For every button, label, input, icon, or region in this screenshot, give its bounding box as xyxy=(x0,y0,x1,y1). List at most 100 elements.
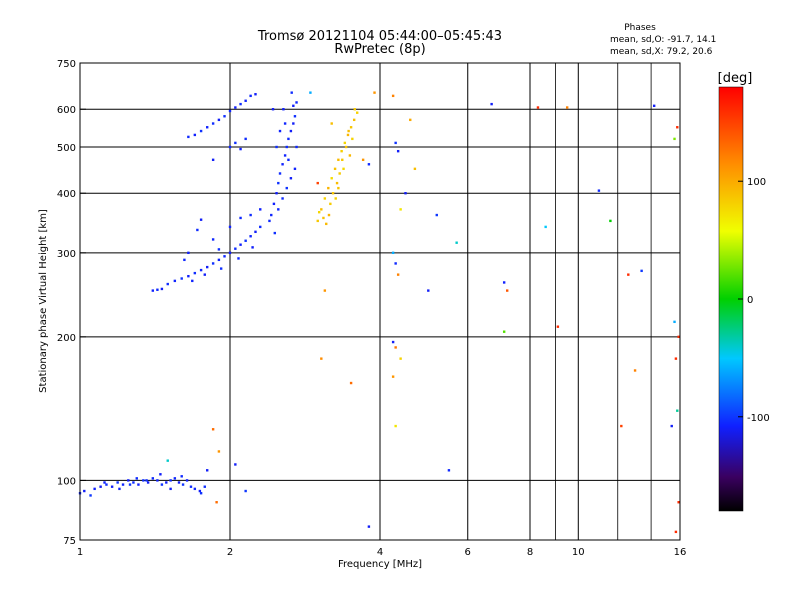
data-point xyxy=(219,267,223,270)
data-point xyxy=(99,485,102,488)
data-point xyxy=(110,485,114,488)
data-point xyxy=(205,469,209,472)
data-point xyxy=(353,108,356,111)
data-point xyxy=(351,137,354,141)
data-point xyxy=(670,424,673,428)
data-point xyxy=(285,145,288,149)
data-point xyxy=(239,216,242,220)
data-point xyxy=(343,141,347,145)
data-point xyxy=(211,122,215,125)
data-point xyxy=(556,325,560,328)
data-point xyxy=(187,135,190,139)
data-point xyxy=(316,181,319,185)
data-point xyxy=(536,106,540,109)
data-point xyxy=(673,320,676,324)
data-point xyxy=(394,141,397,145)
data-point xyxy=(203,273,206,276)
stats-o-line: mean, sd,O: -91.7, 14.1 xyxy=(610,35,716,45)
data-point xyxy=(244,99,247,102)
data-point xyxy=(409,118,412,122)
data-point xyxy=(327,213,331,217)
data-point xyxy=(341,158,344,162)
data-point xyxy=(278,129,282,133)
data-point xyxy=(404,192,407,195)
data-point xyxy=(244,239,247,242)
data-point xyxy=(327,186,330,190)
data-point xyxy=(160,287,164,291)
data-point xyxy=(278,172,282,175)
data-point xyxy=(348,154,352,157)
point-layer xyxy=(78,91,680,534)
data-point xyxy=(293,167,297,171)
data-point xyxy=(277,181,280,185)
data-point xyxy=(295,145,298,149)
y-tick-label: 300 xyxy=(57,249,76,260)
data-point xyxy=(249,235,252,238)
data-point xyxy=(292,122,295,125)
data-point xyxy=(565,106,569,109)
data-point xyxy=(228,109,232,113)
data-point xyxy=(597,189,601,192)
data-point xyxy=(455,241,458,244)
data-point xyxy=(676,126,679,129)
data-point xyxy=(103,481,106,484)
data-point xyxy=(620,424,623,428)
data-point xyxy=(228,225,232,229)
data-point xyxy=(334,197,337,200)
data-point xyxy=(325,222,328,226)
data-point xyxy=(183,258,186,262)
data-point xyxy=(254,93,257,96)
data-point xyxy=(199,492,203,495)
data-point xyxy=(287,137,290,141)
data-point xyxy=(89,494,92,497)
data-point xyxy=(181,483,185,486)
data-point xyxy=(290,91,293,94)
data-point xyxy=(105,483,108,486)
data-point xyxy=(347,129,350,133)
data-point xyxy=(180,277,183,280)
data-point xyxy=(316,219,319,223)
x-tick-label: 8 xyxy=(527,547,533,558)
data-point xyxy=(180,475,183,478)
data-point xyxy=(277,208,280,211)
data-point xyxy=(205,265,209,269)
data-point xyxy=(165,481,168,484)
data-point xyxy=(268,219,271,223)
data-point xyxy=(293,115,297,118)
data-point xyxy=(633,369,637,372)
data-point xyxy=(427,289,430,292)
data-point xyxy=(156,479,159,482)
data-point xyxy=(323,289,327,292)
data-point xyxy=(677,335,680,339)
data-point xyxy=(173,279,177,283)
colorbar-tick-label: 100 xyxy=(747,177,766,188)
data-point xyxy=(156,288,159,291)
data-point xyxy=(159,473,162,476)
data-point xyxy=(281,197,284,200)
data-point xyxy=(177,481,181,484)
data-point xyxy=(652,104,656,108)
data-point xyxy=(173,477,177,480)
y-tick-label: 75 xyxy=(63,536,76,547)
data-point xyxy=(196,228,199,232)
x-tick-label: 4 xyxy=(377,547,383,558)
data-point xyxy=(355,111,359,114)
data-point xyxy=(333,167,337,171)
data-point xyxy=(187,274,190,278)
data-point xyxy=(217,258,221,262)
data-point xyxy=(435,213,438,217)
data-point xyxy=(391,94,395,98)
data-point xyxy=(396,149,400,153)
data-point xyxy=(502,330,506,333)
data-point xyxy=(396,273,400,276)
data-point xyxy=(283,122,287,125)
data-point xyxy=(254,230,257,234)
data-point xyxy=(151,289,155,292)
data-point xyxy=(251,246,254,249)
data-point xyxy=(145,479,148,482)
data-point xyxy=(673,137,676,141)
data-point xyxy=(83,489,86,493)
data-point xyxy=(234,141,237,145)
